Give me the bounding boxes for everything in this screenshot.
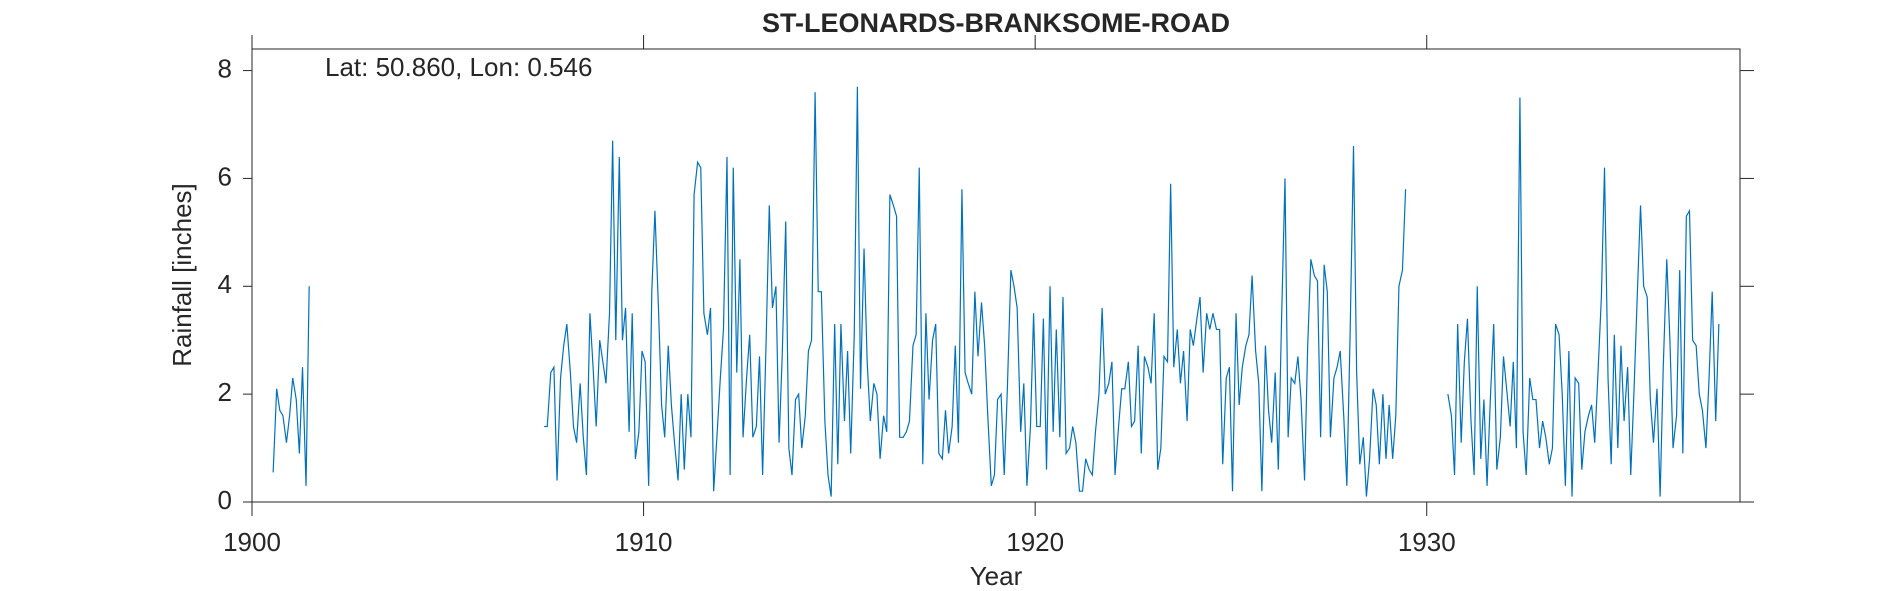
y-tick-label: 4	[218, 269, 232, 299]
x-tick-label: 1900	[223, 527, 281, 557]
annotation: Lat: 50.860, Lon: 0.546	[325, 52, 592, 82]
y-axis-label: Rainfall [inches]	[167, 183, 197, 367]
x-tick-label: 1910	[615, 527, 673, 557]
y-tick-label: 6	[218, 161, 232, 191]
x-tick-label: 1930	[1398, 527, 1456, 557]
x-tick-label: 1920	[1006, 527, 1064, 557]
x-axis-label: Year	[970, 561, 1023, 591]
y-tick-label: 0	[218, 485, 232, 515]
y-tick-label: 8	[218, 53, 232, 83]
chart-title: ST-LEONARDS-BRANKSOME-ROAD	[762, 8, 1230, 38]
y-tick-label: 2	[218, 377, 232, 407]
plot-area	[251, 48, 1741, 503]
data-line	[272, 86, 1720, 497]
